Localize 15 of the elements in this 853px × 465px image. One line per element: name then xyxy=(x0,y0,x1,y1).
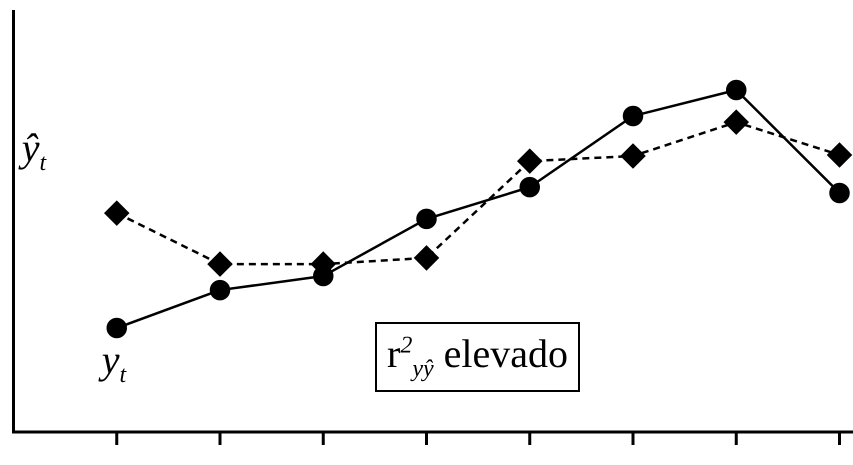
point xyxy=(106,318,127,338)
point xyxy=(827,142,852,168)
point xyxy=(518,148,542,174)
point xyxy=(414,246,439,270)
point xyxy=(208,252,232,276)
annotation: r$^{2}$$_{yŷ}$ elevado xyxy=(375,322,580,392)
point xyxy=(416,208,437,230)
point xyxy=(210,280,230,300)
point xyxy=(520,176,540,198)
point xyxy=(104,200,129,226)
point xyxy=(724,110,748,134)
point xyxy=(829,182,850,204)
point xyxy=(726,80,746,100)
point xyxy=(620,144,646,168)
point xyxy=(622,106,644,126)
